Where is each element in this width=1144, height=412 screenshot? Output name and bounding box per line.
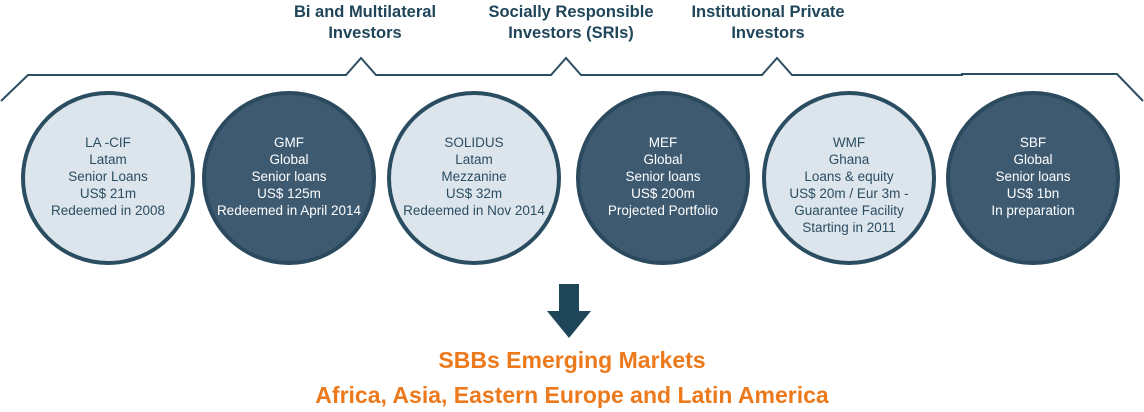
- fund-name: GMF: [274, 135, 304, 150]
- fund-name: SOLIDUS: [444, 135, 504, 150]
- fund-circle-wmf: WMF Ghana Loans & equity US$ 20m / Eur 3…: [762, 91, 936, 265]
- fund-circle-sbf: SBF Global Senior loans US$ 1bn In prepa…: [946, 91, 1120, 265]
- investor-label-line: Investors: [328, 24, 402, 42]
- fund-region: Latam: [455, 152, 493, 167]
- investor-label-line: Institutional Private: [691, 3, 845, 21]
- investor-label-line: Investors (SRIs): [508, 24, 634, 42]
- fund-status: Redeemed in Nov 2014: [403, 203, 545, 218]
- fund-status: Guarantee Facility: [794, 203, 904, 218]
- fund-type: Mezzanine: [441, 169, 507, 184]
- fund-circle-la-cif: LA -CIF Latam Senior Loans US$ 21m Redee…: [21, 91, 195, 265]
- investor-label-line: Socially Responsible: [488, 3, 654, 21]
- investor-label-sri: Socially Responsible Investors (SRIs): [451, 2, 691, 44]
- fund-name: SBF: [1019, 135, 1047, 150]
- fund-type: Senior loans: [251, 169, 327, 184]
- fund-size: US$ 1bn: [1006, 186, 1060, 201]
- investor-label-line: Bi and Multilateral: [293, 3, 437, 21]
- investor-label-line: Investors: [731, 24, 805, 42]
- investor-bracket: [0, 56, 1144, 102]
- fund-name: LA -CIF: [85, 135, 131, 150]
- fund-type: Senior loans: [995, 169, 1071, 184]
- fund-region: Global: [643, 152, 683, 167]
- fund-name: MEF: [648, 135, 678, 150]
- result-subtitle: Africa, Asia, Eastern Europe and Latin A…: [315, 382, 829, 408]
- fund-size: US$ 20m / Eur 3m -: [789, 186, 909, 201]
- fund-region: Global: [269, 152, 309, 167]
- fund-size: US$ 21m: [79, 186, 137, 201]
- fund-status: Projected Portfolio: [607, 203, 719, 218]
- fund-circle-mef: MEF Global Senior loans US$ 200m Project…: [576, 91, 750, 265]
- fund-circle-solidus: SOLIDUS Latam Mezzanine US$ 32m Redeemed…: [387, 91, 561, 265]
- fund-status: Redeemed in April 2014: [216, 203, 362, 218]
- fund-size: US$ 125m: [257, 186, 321, 201]
- fund-size: US$ 200m: [631, 186, 695, 201]
- down-arrow-icon: [547, 284, 591, 338]
- investor-label-bi-multilateral: Bi and Multilateral Investors: [245, 2, 485, 44]
- fund-status: In preparation: [991, 203, 1075, 218]
- fund-region: Latam: [89, 152, 127, 167]
- fund-name: WMF: [832, 135, 866, 150]
- investor-label-institutional: Institutional Private Investors: [648, 2, 888, 44]
- fund-region: Global: [1013, 152, 1053, 167]
- fund-type: Loans & equity: [804, 169, 894, 184]
- fund-status: Redeemed in 2008: [50, 203, 166, 218]
- fund-size: US$ 32m: [445, 186, 503, 201]
- fund-region: Ghana: [828, 152, 870, 167]
- bracket-line: [0, 56, 1144, 102]
- fund-type: Senior loans: [625, 169, 701, 184]
- fund-start: Starting in 2011: [802, 220, 896, 235]
- fund-type: Senior Loans: [68, 169, 148, 184]
- result-title: SBBs Emerging Markets: [438, 347, 706, 373]
- fund-circle-gmf: GMF Global Senior loans US$ 125m Redeeme…: [202, 91, 376, 265]
